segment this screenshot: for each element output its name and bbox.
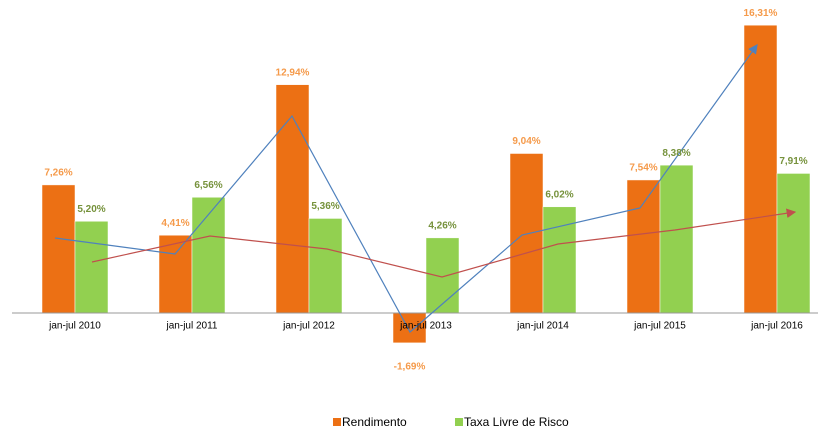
x-tick-label: jan-jul 2015 [633, 321, 686, 332]
bar [776, 173, 811, 314]
legend-label: Taxa Livre de Risco [464, 415, 569, 429]
legend-swatch [455, 418, 463, 426]
data-label: 7,54% [629, 163, 657, 174]
bar [191, 197, 226, 314]
bar [659, 164, 694, 314]
data-label: 6,56% [194, 180, 222, 191]
bar [74, 221, 109, 314]
data-label: 7,26% [44, 168, 72, 179]
data-label: 12,94% [276, 67, 310, 78]
x-tick-label: jan-jul 2016 [750, 321, 803, 332]
data-label: 7,91% [779, 156, 807, 167]
bar [425, 237, 460, 314]
data-label: 8,38% [662, 148, 690, 159]
data-label: 16,31% [744, 8, 778, 19]
data-label: 5,36% [311, 201, 339, 212]
data-label: -1,69% [394, 362, 426, 373]
data-label: 4,26% [428, 221, 456, 232]
bar [308, 218, 343, 314]
x-tick-label: jan-jul 2012 [282, 321, 335, 332]
x-tick-label: jan-jul 2010 [48, 321, 101, 332]
data-label: 5,20% [77, 204, 105, 215]
data-label: 4,41% [161, 218, 189, 229]
labels: 7,26% 5,20% jan-jul 2010 4,41% 6,56% jan-jul … [44, 8, 807, 373]
x-tick-label: jan-jul 2013 [399, 321, 452, 332]
bar [158, 234, 193, 314]
x-tick-label: jan-jul 2014 [516, 321, 569, 332]
bar [275, 84, 310, 314]
legend-swatch [333, 418, 341, 426]
trend-arrow [91, 208, 797, 278]
plot [12, 24, 818, 344]
legend-label: Rendimento [342, 415, 407, 429]
bar [626, 179, 661, 314]
data-label: 6,02% [545, 189, 573, 200]
x-tick-label: jan-jul 2011 [166, 321, 218, 332]
trend-arrow [54, 44, 758, 333]
bar [542, 206, 577, 314]
data-label: 9,04% [512, 136, 540, 147]
legend: Rendimento Taxa Livre de Risco [333, 415, 569, 429]
bar [41, 184, 76, 314]
bar [392, 312, 427, 344]
bar [509, 153, 544, 314]
bar [743, 24, 778, 314]
